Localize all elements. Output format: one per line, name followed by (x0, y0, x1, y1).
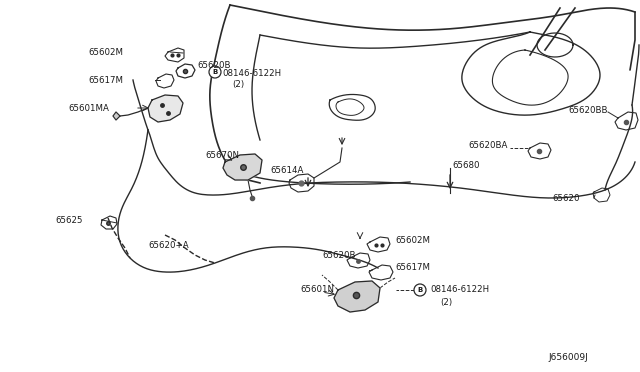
Polygon shape (148, 95, 183, 122)
Text: J656009J: J656009J (548, 353, 588, 362)
Text: 65625: 65625 (55, 215, 83, 224)
Circle shape (209, 66, 221, 78)
Text: 65614A: 65614A (270, 166, 303, 174)
Text: 65620B: 65620B (197, 61, 230, 70)
Polygon shape (223, 154, 262, 180)
Text: 65620BB: 65620BB (568, 106, 607, 115)
Text: 65670N: 65670N (205, 151, 239, 160)
Circle shape (414, 284, 426, 296)
Text: 65602M: 65602M (395, 235, 430, 244)
Polygon shape (334, 281, 380, 312)
Text: 65620BA: 65620BA (468, 141, 508, 150)
Text: 08146-6122H: 08146-6122H (430, 285, 489, 295)
Text: 65601N: 65601N (300, 285, 334, 295)
Text: 65602M: 65602M (88, 48, 123, 57)
Text: 65620B: 65620B (322, 251, 355, 260)
Text: 65617M: 65617M (395, 263, 430, 273)
Text: 65601MA: 65601MA (68, 103, 109, 112)
Text: B: B (212, 69, 218, 75)
Text: 08146-6122H: 08146-6122H (222, 68, 281, 77)
Polygon shape (113, 112, 120, 120)
Text: 65680: 65680 (452, 160, 479, 170)
Text: 65620+A: 65620+A (148, 241, 189, 250)
Text: 65620: 65620 (552, 193, 579, 202)
Text: 65617M: 65617M (88, 76, 123, 84)
Text: B: B (417, 287, 422, 293)
Text: (2): (2) (440, 298, 452, 307)
Text: (2): (2) (232, 80, 244, 89)
